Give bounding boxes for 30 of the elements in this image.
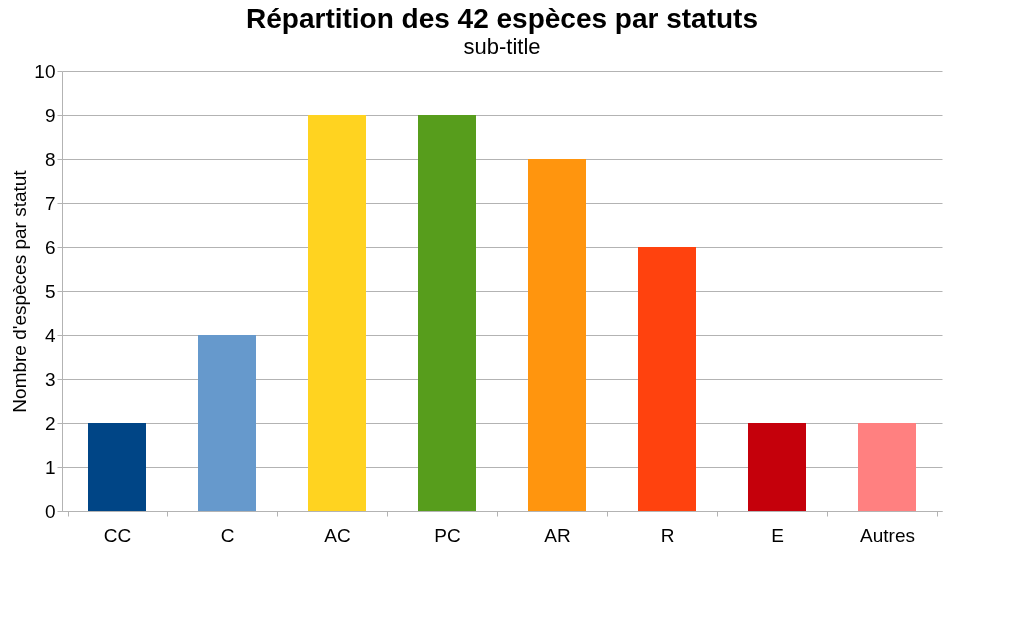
y-tick-label: 4 [44,324,56,346]
y-axis-title: Nombre d'espèces par statut [9,169,31,413]
bar [308,115,366,511]
y-tick-label: 1 [44,456,56,478]
x-tick-label: AR [544,524,571,546]
bar [638,247,696,511]
y-tick-label: 2 [44,412,56,434]
chart-title: Répartition des 42 espèces par statuts [246,3,758,34]
x-tick-label: PC [434,524,461,546]
x-tick-label: Autres [860,524,915,546]
x-tick-label: R [660,524,675,546]
y-tick-label: 3 [44,368,56,390]
bar [528,159,586,511]
y-tick-label: 0 [44,500,56,522]
x-tick-label: CC [103,524,132,546]
x-tick-label: C [220,524,235,546]
bar [858,423,916,511]
chart-subtitle: sub-title [463,34,541,59]
bar [88,423,146,511]
y-tick-label: 9 [44,104,56,126]
y-tick-label: 6 [44,236,56,258]
x-tick-label: E [771,524,784,546]
bar [418,115,476,511]
bar [198,335,256,511]
y-tick-label: 5 [44,280,56,302]
y-tick-label: 10 [34,60,56,82]
x-tick-label: AC [324,524,351,546]
y-tick-label: 7 [44,192,56,214]
y-tick-label: 8 [44,148,56,170]
bar [748,423,806,511]
